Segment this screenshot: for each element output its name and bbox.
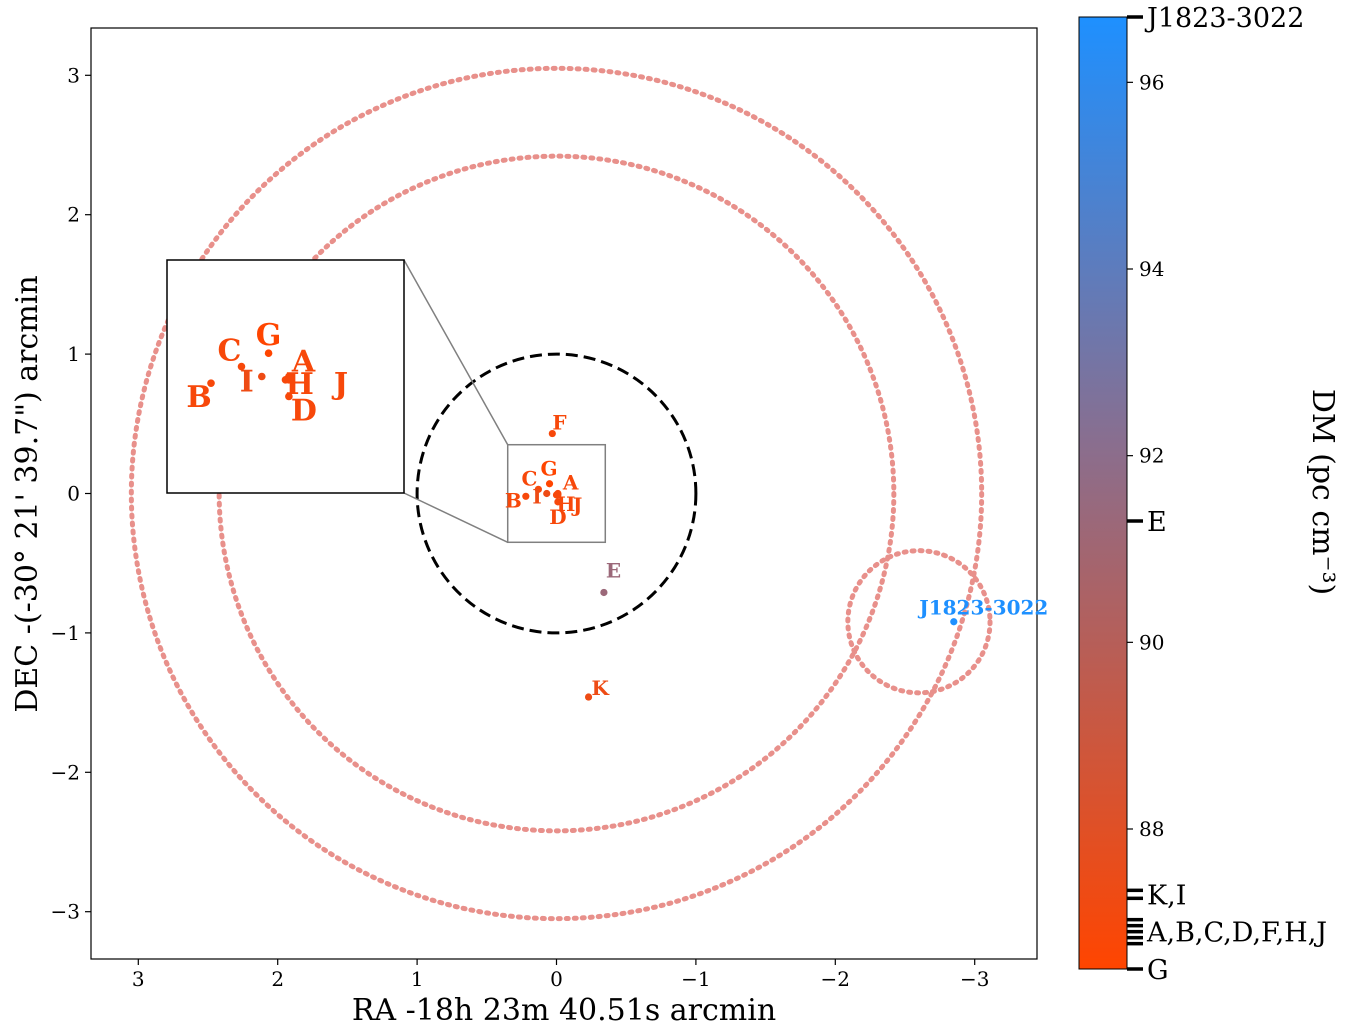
point-label-f: F [552, 411, 566, 435]
inset-point-b [207, 379, 215, 387]
y-tick-label: 1 [67, 342, 80, 366]
point-label-g: G [541, 457, 558, 481]
inset-label-b: B [186, 380, 211, 415]
x-tick-label: 2 [271, 967, 284, 991]
inset-connector-bottom [403, 492, 509, 543]
inset-label-j: J [331, 367, 348, 402]
colorbar: 88 90 92 94 96 J1823-3022 E K,I A,B,C,D,F,H,J G [1078, 3, 1327, 986]
inset-connector-top [403, 259, 509, 446]
inset-point-c [237, 362, 246, 371]
x-tick-label: −2 [821, 967, 850, 991]
point-label-j: J [571, 493, 582, 517]
inset-label-a: A [291, 345, 316, 380]
point-d [554, 498, 562, 506]
inset-source-box [506, 443, 607, 544]
inset-label-g: G [256, 318, 282, 353]
inset-point-i [258, 372, 266, 381]
point-label-k: K [592, 676, 610, 700]
zoom-inset: A BC D GHI J [166, 259, 405, 494]
colorbar-mark-k-i: K,I [1147, 880, 1186, 911]
colorbar-mark-a-b-c-d-f-h-j: A,B,C,D,F,H,J [1146, 918, 1327, 949]
colorbar-ticks: 88 90 92 94 96 [1127, 70, 1164, 841]
point-label-e: E [606, 558, 621, 582]
point-label-d: D [549, 505, 566, 529]
inset-label-d: D [291, 393, 317, 428]
x-axis-ticks: 3 2 1 0 −1 −2 −3 [132, 959, 989, 991]
colorbar-label: DM (pc cm⁻³) [1305, 389, 1340, 595]
colorbar-marks: J1823-3022 E K,I A,B,C,D,F,H,J G [1127, 3, 1327, 986]
y-tick-label: −3 [51, 900, 80, 924]
point-label-h: H [557, 492, 576, 516]
inset-point-j [285, 376, 293, 384]
inset-point-d [285, 392, 293, 401]
y-tick-label: 3 [67, 63, 80, 87]
point-label-b: B [505, 488, 522, 512]
point-g [545, 480, 554, 488]
x-tick-label: 0 [550, 967, 563, 991]
colorbar-tick-label: 94 [1139, 257, 1164, 281]
colorbar-mark-j1823-3022: J1823-3022 [1144, 3, 1304, 34]
point-i [543, 489, 551, 498]
colorbar-mark-e: E [1147, 507, 1167, 538]
point-j [554, 491, 562, 499]
colorbar-tick-label: 96 [1139, 70, 1164, 94]
inset-point-g [264, 349, 273, 358]
x-tick-label: 1 [411, 967, 424, 991]
inset-connector-lines [403, 259, 607, 544]
colorbar-tick-label: 88 [1139, 817, 1164, 841]
point-f [548, 429, 556, 438]
y-tick-label: −1 [51, 621, 80, 645]
dotted-circle-2 [128, 65, 985, 922]
y-axis-ticks: 3 2 1 0 −1 −2 −3 [51, 63, 91, 924]
inset-label-c: C [218, 334, 242, 369]
colorbar-tick-label: 92 [1139, 444, 1164, 468]
point-label-c: C [521, 466, 537, 490]
y-tick-label: 0 [67, 482, 80, 506]
dotted-circle-3 [845, 548, 993, 696]
x-tick-label: −3 [960, 967, 989, 991]
x-tick-label: 3 [132, 967, 145, 991]
point-e [600, 588, 608, 597]
point-label-i: I [532, 485, 541, 509]
point-k [584, 693, 593, 701]
x-tick-label: −1 [681, 967, 710, 991]
y-tick-label: 2 [67, 203, 80, 227]
point-c [534, 485, 542, 493]
colorbar-gradient [1078, 16, 1128, 970]
colorbar-tick-label: 90 [1139, 630, 1164, 654]
inset-label-h: H [286, 367, 314, 402]
point-label-a: A [562, 471, 579, 495]
point-label-j1823-3022: J1823-3022 [917, 596, 1048, 620]
point-b [522, 492, 530, 500]
y-axis-label: DEC -(-30° 21' 39.7") arcmin [10, 275, 45, 712]
dashed-circle-0 [415, 352, 698, 635]
point-j1823-3022 [950, 618, 958, 626]
x-axis-label: RA -18h 23m 40.51s arcmin [352, 993, 776, 1027]
y-tick-label: −2 [51, 760, 80, 784]
colorbar-mark-g: G [1147, 955, 1169, 986]
inset-label-i: I [240, 365, 254, 400]
